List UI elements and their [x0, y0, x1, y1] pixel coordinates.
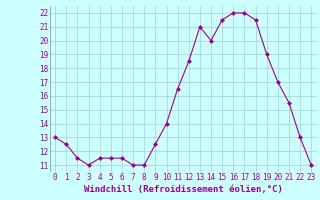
X-axis label: Windchill (Refroidissement éolien,°C): Windchill (Refroidissement éolien,°C)	[84, 185, 283, 194]
